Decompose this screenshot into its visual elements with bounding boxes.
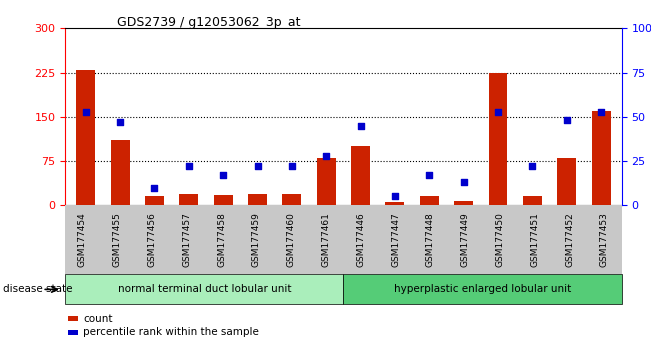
Point [149, 185, 159, 190]
Text: GSM177450: GSM177450 [495, 212, 505, 267]
Point [355, 123, 366, 129]
Text: GSM177461: GSM177461 [322, 212, 331, 267]
Point [424, 172, 434, 178]
Point [390, 194, 400, 199]
Bar [592, 111, 611, 205]
Text: GSM177457: GSM177457 [182, 212, 191, 267]
Point [184, 164, 194, 169]
Text: GSM177448: GSM177448 [426, 212, 435, 267]
Bar [385, 202, 404, 205]
Point [286, 164, 297, 169]
Text: GSM177454: GSM177454 [78, 212, 87, 267]
Point [458, 179, 469, 185]
Point [253, 164, 263, 169]
Bar [145, 196, 164, 205]
Bar [248, 194, 267, 205]
Text: disease state: disease state [3, 284, 73, 295]
Bar [523, 196, 542, 205]
Point [596, 109, 606, 114]
Bar [454, 201, 473, 205]
Bar [317, 158, 336, 205]
Bar [214, 195, 232, 205]
Bar [351, 146, 370, 205]
Point [81, 109, 91, 114]
Text: normal terminal duct lobular unit: normal terminal duct lobular unit [117, 284, 291, 295]
Text: GSM177447: GSM177447 [391, 212, 400, 267]
Bar [488, 73, 508, 205]
Point [115, 119, 125, 125]
Text: GSM177459: GSM177459 [252, 212, 261, 267]
Text: GSM177453: GSM177453 [600, 212, 609, 267]
Bar [283, 194, 301, 205]
Bar [557, 158, 576, 205]
Bar [420, 196, 439, 205]
Text: GSM177452: GSM177452 [565, 212, 574, 267]
Text: percentile rank within the sample: percentile rank within the sample [83, 327, 259, 337]
Text: count: count [83, 314, 113, 324]
Text: GSM177455: GSM177455 [113, 212, 122, 267]
Point [527, 164, 538, 169]
Text: GSM177451: GSM177451 [530, 212, 539, 267]
Bar [76, 70, 95, 205]
Point [493, 109, 503, 114]
Point [321, 153, 331, 159]
Point [562, 118, 572, 123]
Text: hyperplastic enlarged lobular unit: hyperplastic enlarged lobular unit [394, 284, 571, 295]
Point [218, 172, 229, 178]
Bar [179, 194, 199, 205]
Bar [111, 141, 130, 205]
Text: GSM177458: GSM177458 [217, 212, 226, 267]
Text: GSM177456: GSM177456 [148, 212, 157, 267]
Text: GSM177446: GSM177446 [356, 212, 365, 267]
Text: GSM177460: GSM177460 [286, 212, 296, 267]
Text: GSM177449: GSM177449 [461, 212, 469, 267]
Text: GDS2739 / g12053062_3p_at: GDS2739 / g12053062_3p_at [117, 16, 301, 29]
